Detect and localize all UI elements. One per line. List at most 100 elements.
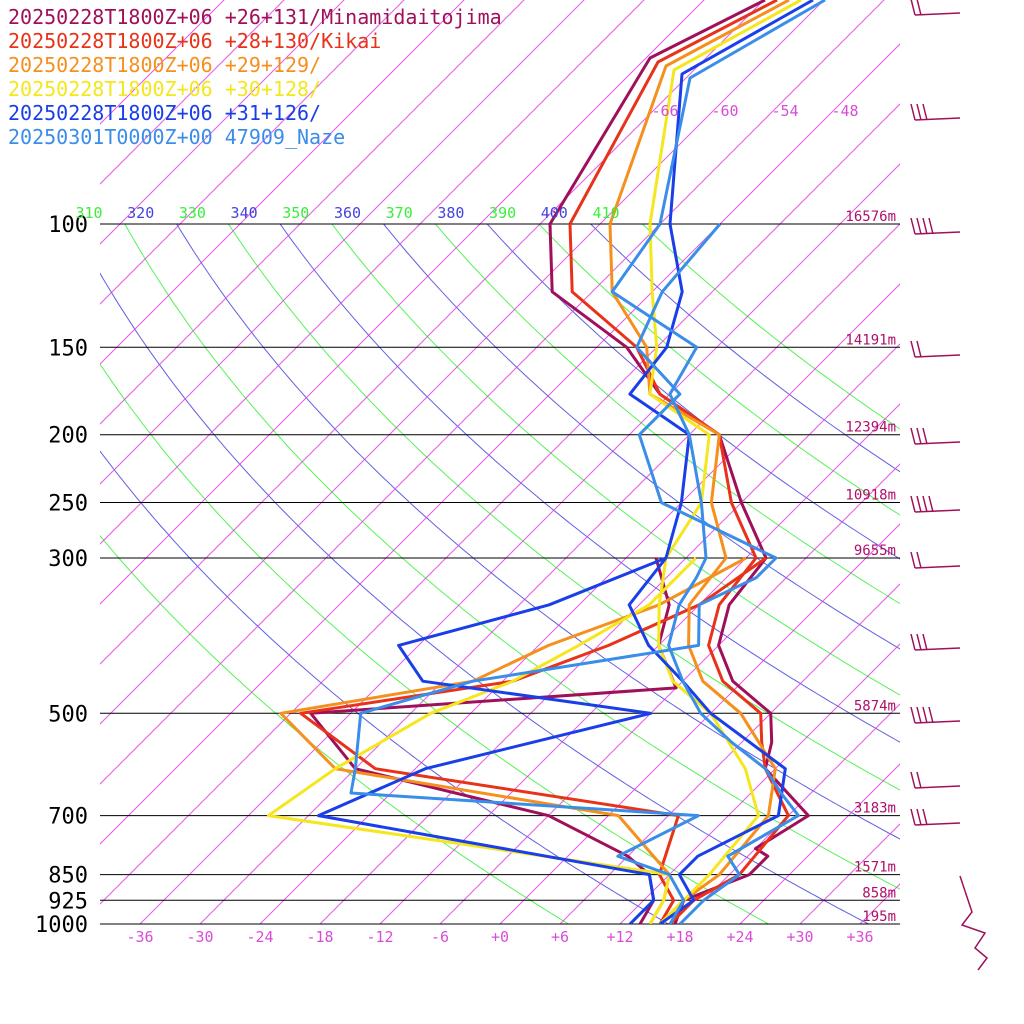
theta-label: 380 bbox=[437, 204, 464, 222]
labels: 100 16576m 150 14191m 200 12394m 250 10918m 300 9… bbox=[35, 102, 896, 946]
pressure-label: 150 bbox=[48, 336, 88, 361]
x-tick-label: -6 bbox=[431, 928, 449, 946]
isotherm-label: -48 bbox=[831, 102, 858, 120]
x-tick-label: -12 bbox=[366, 928, 393, 946]
x-tick-label: +18 bbox=[666, 928, 693, 946]
isotherm-line bbox=[100, 0, 525, 425]
wind-barb bbox=[910, 633, 961, 651]
pressure-label: 1000 bbox=[35, 913, 88, 938]
potential-temperature-line bbox=[124, 224, 900, 890]
legend-entry: 20250228T1800Z+06 +28+130/Kikai bbox=[8, 29, 381, 53]
height-label: 10918m bbox=[845, 488, 896, 504]
pressure-label: 100 bbox=[48, 213, 88, 238]
x-tick-label: +0 bbox=[491, 928, 509, 946]
potential-temperature-line bbox=[176, 224, 900, 840]
wind-barb bbox=[910, 495, 961, 513]
theta-label: 360 bbox=[334, 204, 361, 222]
potential-temperature-line bbox=[382, 224, 900, 650]
theta-label: 370 bbox=[386, 204, 413, 222]
temperature-line-extension bbox=[568, 0, 778, 225]
theta-label: 350 bbox=[282, 204, 309, 222]
x-tick-label: -30 bbox=[186, 928, 213, 946]
theta-label: 390 bbox=[489, 204, 516, 222]
potential-temperature-line bbox=[227, 224, 900, 791]
potential-temperature-line bbox=[100, 363, 770, 924]
legend-entry: 20250228T1800Z+06 +29+129/ bbox=[8, 53, 321, 77]
temperature-line bbox=[648, 223, 760, 924]
wind-barb bbox=[910, 217, 961, 235]
isotherm-label: -54 bbox=[771, 102, 798, 120]
pressure-label: 250 bbox=[48, 492, 88, 517]
potential-temperature-line bbox=[100, 534, 570, 924]
potential-temperature-line bbox=[486, 224, 900, 560]
wind-barbs bbox=[910, 0, 989, 971]
isotherm-line bbox=[559, 583, 900, 924]
wind-barb bbox=[910, 340, 961, 358]
height-label: 1571m bbox=[854, 860, 896, 876]
x-tick-label: +24 bbox=[726, 928, 753, 946]
legend: 20250228T1800Z+06 +26+131/Minamidaitojim… bbox=[8, 5, 502, 149]
theta-label: 330 bbox=[179, 204, 206, 222]
height-label: 5874m bbox=[854, 698, 896, 714]
x-tick-label: -18 bbox=[306, 928, 333, 946]
isotherm-line bbox=[100, 0, 465, 365]
temperature-line-extension bbox=[648, 0, 802, 225]
isotherm-line bbox=[100, 0, 345, 245]
temperature-line bbox=[627, 223, 787, 924]
isotherm-line bbox=[619, 643, 900, 924]
pressure-label: 300 bbox=[48, 547, 88, 572]
isotherm-line bbox=[100, 0, 225, 125]
isotherm-line bbox=[920, 0, 1024, 924]
isotherm-label: -66 bbox=[651, 102, 678, 120]
isotherm-line bbox=[100, 0, 285, 185]
x-tick-label: -36 bbox=[126, 928, 153, 946]
pressure-label: 925 bbox=[48, 889, 88, 914]
dewpoint-line bbox=[316, 556, 667, 924]
isotherm-line bbox=[499, 523, 900, 924]
potential-temperature-line bbox=[331, 224, 900, 696]
height-label: 3183m bbox=[854, 801, 896, 817]
x-tick-label: +6 bbox=[551, 928, 569, 946]
potential-temperature-line bbox=[589, 224, 900, 473]
height-label: 858m bbox=[862, 885, 896, 901]
height-label: 14191m bbox=[845, 332, 896, 348]
pressure-label: 850 bbox=[48, 864, 88, 889]
wind-barb bbox=[910, 0, 961, 16]
isotherm-label: -60 bbox=[711, 102, 738, 120]
potential-temperature-line bbox=[538, 224, 900, 516]
temperature-line-extension bbox=[658, 0, 826, 225]
wind-barb bbox=[910, 103, 961, 121]
potential-temperature-line bbox=[279, 224, 900, 743]
height-label: 12394m bbox=[845, 420, 896, 436]
wind-barb bbox=[910, 551, 961, 569]
isotherm-line bbox=[799, 823, 900, 924]
potential-temperature-line bbox=[100, 272, 870, 924]
theta-label: 320 bbox=[127, 204, 154, 222]
wind-barb bbox=[910, 706, 961, 724]
legend-entry: 20250228T1800Z+06 +30+128/ bbox=[8, 77, 321, 101]
temperature-line-extension bbox=[548, 0, 766, 225]
legend-entry: 20250301T0000Z+00 47909_Naze bbox=[8, 125, 345, 149]
series-layer bbox=[266, 0, 826, 924]
wind-barb bbox=[910, 771, 961, 789]
pressure-label: 200 bbox=[48, 424, 88, 449]
dewpoint-line bbox=[266, 556, 698, 924]
theta-label: 400 bbox=[541, 204, 568, 222]
height-label: 195m bbox=[862, 909, 896, 925]
isotherm-line bbox=[679, 703, 900, 924]
height-label: 9655m bbox=[854, 543, 896, 559]
isotherm-line bbox=[100, 0, 405, 305]
pressure-label: 700 bbox=[48, 805, 88, 830]
temperature-line-extension bbox=[668, 0, 814, 225]
x-tick-label: +12 bbox=[606, 928, 633, 946]
wind-barb bbox=[959, 875, 989, 971]
legend-entry: 20250228T1800Z+06 +31+126/ bbox=[8, 101, 321, 125]
wind-barb bbox=[910, 808, 961, 826]
theta-label: 310 bbox=[75, 204, 102, 222]
height-label: 16576m bbox=[845, 209, 896, 225]
potential-temperature-line bbox=[100, 450, 670, 924]
potential-temperature-line bbox=[434, 224, 900, 605]
theta-label: 340 bbox=[231, 204, 258, 222]
isotherm-line bbox=[259, 283, 900, 924]
